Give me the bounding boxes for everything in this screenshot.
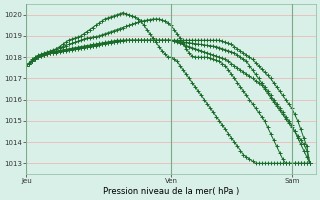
X-axis label: Pression niveau de la mer( hPa ): Pression niveau de la mer( hPa ): [103, 187, 239, 196]
